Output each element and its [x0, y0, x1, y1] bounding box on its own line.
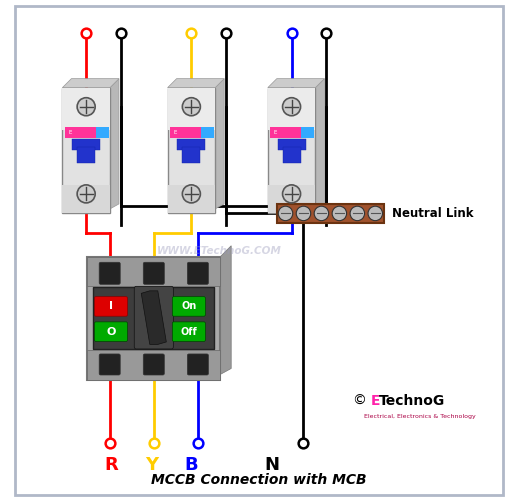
FancyBboxPatch shape [143, 263, 164, 285]
FancyBboxPatch shape [99, 354, 120, 375]
Text: Y: Y [145, 456, 158, 474]
FancyBboxPatch shape [277, 204, 384, 223]
Text: Neutral Link: Neutral Link [392, 207, 473, 220]
Bar [88, 257, 220, 286]
Text: WWW.ETechnoG.COM: WWW.ETechnoG.COM [156, 245, 281, 256]
Polygon shape [220, 246, 231, 375]
Text: TechnoG: TechnoG [379, 394, 445, 408]
Circle shape [314, 206, 328, 220]
FancyBboxPatch shape [134, 287, 174, 349]
FancyBboxPatch shape [15, 6, 503, 495]
Bar [177, 139, 206, 150]
FancyBboxPatch shape [99, 263, 120, 285]
Text: O: O [106, 327, 116, 337]
Bar [96, 127, 109, 138]
FancyBboxPatch shape [143, 354, 164, 375]
Bar [170, 127, 201, 138]
Bar [62, 185, 110, 213]
Text: E: E [68, 130, 72, 135]
Text: ©: © [352, 394, 366, 408]
Bar [282, 147, 300, 163]
Bar [301, 127, 314, 138]
FancyBboxPatch shape [94, 297, 127, 316]
Bar [268, 185, 315, 213]
Text: Electrical, Electronics & Technology: Electrical, Electronics & Technology [364, 414, 476, 419]
Text: E: E [274, 130, 277, 135]
Circle shape [182, 185, 200, 203]
Polygon shape [110, 79, 119, 209]
Text: On: On [181, 302, 196, 312]
Bar [72, 139, 100, 150]
Bar [167, 185, 215, 213]
Polygon shape [315, 79, 324, 209]
Bar [278, 139, 306, 150]
FancyBboxPatch shape [62, 88, 110, 213]
Bar [88, 351, 220, 380]
Bar [167, 88, 215, 130]
Bar [93, 287, 214, 350]
FancyBboxPatch shape [94, 322, 127, 341]
Text: E: E [371, 394, 380, 408]
Polygon shape [141, 291, 166, 345]
Bar [182, 147, 200, 163]
Circle shape [332, 206, 347, 220]
Text: B: B [184, 456, 198, 474]
Bar [201, 127, 214, 138]
Text: I: I [109, 302, 113, 312]
Polygon shape [268, 79, 324, 88]
FancyBboxPatch shape [88, 257, 220, 380]
Bar [268, 88, 315, 130]
Text: E: E [174, 130, 177, 135]
Circle shape [350, 206, 365, 220]
Bar [62, 88, 110, 130]
Text: R: R [104, 456, 118, 474]
FancyBboxPatch shape [172, 297, 206, 316]
Text: Off: Off [180, 327, 197, 337]
Circle shape [77, 185, 95, 203]
Text: N: N [264, 456, 279, 474]
FancyBboxPatch shape [167, 88, 215, 213]
Circle shape [77, 98, 95, 116]
Circle shape [182, 98, 200, 116]
Circle shape [368, 206, 382, 220]
Text: MCCB Connection with MCB: MCCB Connection with MCB [151, 473, 367, 487]
FancyBboxPatch shape [188, 354, 208, 375]
Polygon shape [215, 79, 224, 209]
Circle shape [278, 206, 293, 220]
FancyBboxPatch shape [188, 263, 208, 285]
Polygon shape [167, 79, 224, 88]
FancyBboxPatch shape [268, 88, 315, 213]
Circle shape [282, 98, 300, 116]
Circle shape [296, 206, 311, 220]
Bar [77, 147, 95, 163]
Bar [270, 127, 301, 138]
Circle shape [282, 185, 300, 203]
Bar [65, 127, 96, 138]
Polygon shape [62, 79, 119, 88]
FancyBboxPatch shape [172, 322, 206, 341]
